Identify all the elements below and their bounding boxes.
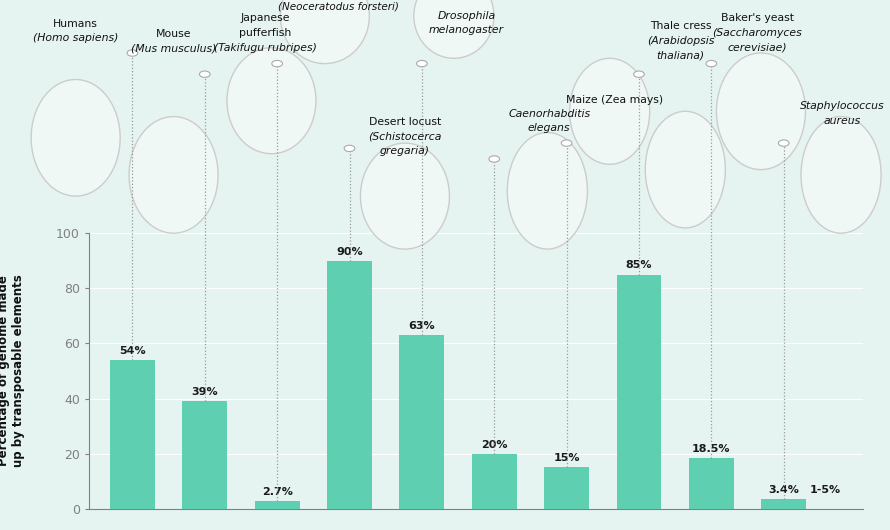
Text: (Neoceratodus forsteri): (Neoceratodus forsteri)	[278, 1, 399, 11]
Text: (Schistocerca: (Schistocerca	[368, 131, 441, 142]
Text: 39%: 39%	[191, 387, 218, 397]
Bar	[255, 501, 300, 509]
Text: 90%: 90%	[336, 246, 363, 257]
Text: melanogaster: melanogaster	[429, 25, 504, 36]
Text: elegans: elegans	[528, 123, 570, 134]
Text: Japanese: Japanese	[240, 13, 290, 23]
Bar	[617, 275, 661, 509]
Text: (Homo sapiens): (Homo sapiens)	[33, 33, 118, 43]
Text: Humans: Humans	[53, 19, 98, 29]
Bar	[328, 261, 372, 509]
Text: pufferfish: pufferfish	[239, 28, 291, 38]
Text: cerevisiae): cerevisiae)	[728, 43, 787, 53]
Text: (Mus musculus): (Mus musculus)	[131, 44, 216, 54]
Text: aureus: aureus	[823, 116, 861, 126]
Bar	[544, 467, 589, 509]
Text: Thale cress: Thale cress	[650, 21, 712, 31]
Text: 1-5%: 1-5%	[810, 485, 841, 496]
Text: 85%: 85%	[626, 260, 652, 270]
Text: 63%: 63%	[409, 321, 435, 331]
Text: (Takifugu rubripes): (Takifugu rubripes)	[214, 43, 317, 53]
Bar	[400, 335, 444, 509]
Bar	[110, 360, 155, 509]
Text: Maize (Zea mays): Maize (Zea mays)	[565, 95, 663, 105]
Text: 15%: 15%	[554, 453, 580, 463]
Text: Caenorhabditis: Caenorhabditis	[508, 109, 590, 119]
Bar	[689, 458, 733, 509]
Bar	[182, 401, 227, 509]
Text: thaliana): thaliana)	[657, 51, 705, 61]
Text: 54%: 54%	[119, 346, 146, 356]
Text: 2.7%: 2.7%	[262, 487, 293, 497]
Text: Staphylococcus: Staphylococcus	[799, 101, 885, 111]
Text: Desert locust: Desert locust	[368, 117, 441, 127]
Text: Percentage of genome made
up by transposable elements: Percentage of genome made up by transpos…	[0, 275, 25, 467]
Bar	[472, 454, 517, 509]
Text: (Saccharomyces: (Saccharomyces	[713, 28, 802, 38]
Text: Drosophila: Drosophila	[437, 11, 496, 21]
Text: 3.4%: 3.4%	[768, 485, 799, 496]
Text: gregaria): gregaria)	[380, 146, 430, 156]
Text: 18.5%: 18.5%	[692, 444, 731, 454]
Text: Baker's yeast: Baker's yeast	[721, 13, 794, 23]
Text: (Arabidopsis: (Arabidopsis	[647, 36, 715, 46]
Text: 20%: 20%	[481, 439, 507, 449]
Bar	[761, 499, 806, 509]
Text: Mouse: Mouse	[156, 29, 191, 39]
